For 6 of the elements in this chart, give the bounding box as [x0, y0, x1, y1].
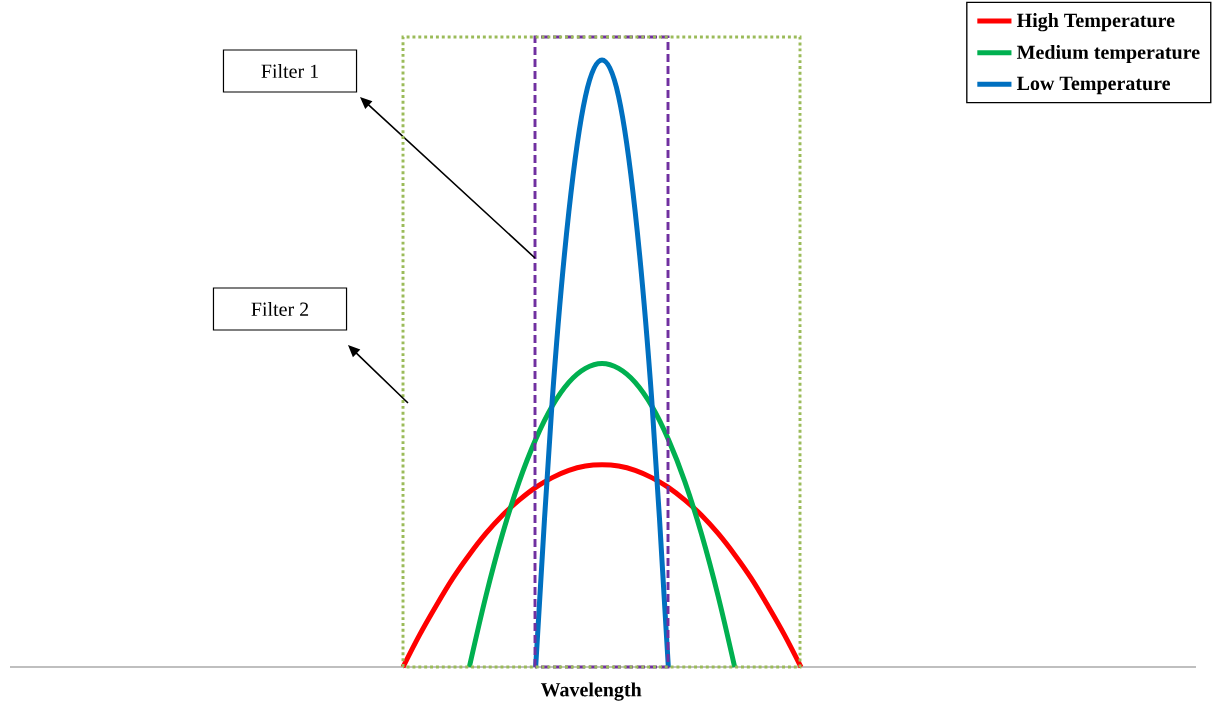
legend-label: High Temperature: [1016, 13, 1175, 32]
text: Filter 1: [261, 63, 318, 79]
legend-label: Low Temperature: [1016, 76, 1171, 95]
text: Filter 2: [251, 301, 309, 317]
x-axis-title: Wavelength: [540, 682, 642, 701]
legend-label: Medium temperature: [1016, 44, 1200, 64]
